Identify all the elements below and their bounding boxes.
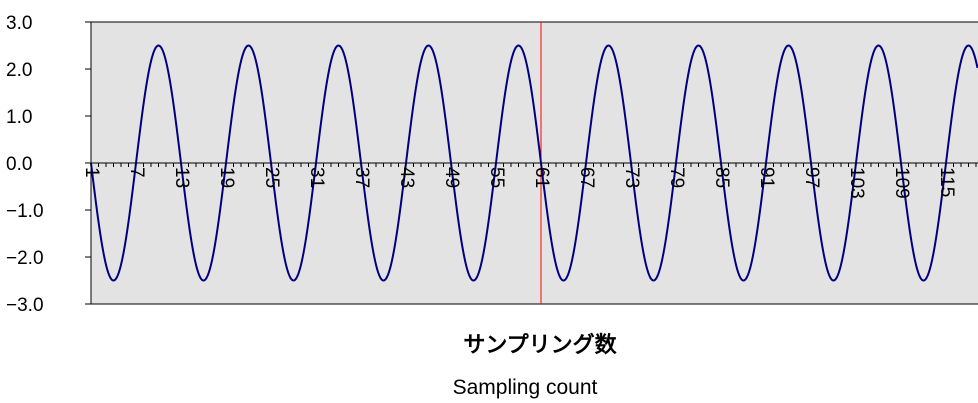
x-tick-label: 97: [801, 167, 822, 188]
x-tick-label: 115: [936, 167, 957, 197]
x-tick-label: 103: [846, 167, 867, 199]
y-tick-label: 2.0: [6, 60, 32, 81]
x-tick-label: 73: [621, 167, 642, 188]
x-tick-label: 67: [576, 167, 597, 188]
y-tick-label: 1.0: [6, 107, 32, 128]
y-tick-label: 3.0: [6, 13, 32, 34]
x-axis-title-english: Sampling count: [453, 376, 598, 399]
y-tick-label: 0.0: [6, 154, 32, 175]
x-tick-label: 49: [441, 167, 462, 188]
x-tick-label: 85: [711, 167, 732, 188]
y-tick-label: −3.0: [6, 295, 44, 316]
y-tick-label: −2.0: [6, 248, 44, 269]
x-tick-label: 79: [666, 167, 687, 188]
x-tick-label: 37: [351, 167, 372, 188]
x-axis-ticks: 1 7 13 19 25 31 37 43 49 55 61 67 73 79 85 91 97 103 109 11…: [81, 163, 977, 199]
y-tick-label: −1.0: [6, 201, 44, 222]
x-tick-label: 7: [126, 167, 147, 178]
y-axis-ticks: 3.0 2.0 1.0 0.0 −1.0 −2.0 −3.0: [6, 13, 91, 316]
x-axis-title: サンプリング数: [463, 332, 617, 358]
x-tick-label: 61: [531, 167, 552, 188]
x-tick-label: 109: [891, 167, 912, 199]
x-tick-label: 43: [396, 167, 417, 188]
x-tick-label: 25: [261, 167, 282, 188]
x-tick-label: 91: [756, 167, 777, 188]
x-tick-label: 31: [306, 167, 327, 188]
series-line: [90, 44, 978, 282]
x-tick-label: 19: [216, 167, 237, 188]
x-tick-label: 1: [81, 167, 102, 178]
x-tick-label: 13: [171, 167, 192, 188]
x-tick-label: 55: [486, 167, 507, 188]
